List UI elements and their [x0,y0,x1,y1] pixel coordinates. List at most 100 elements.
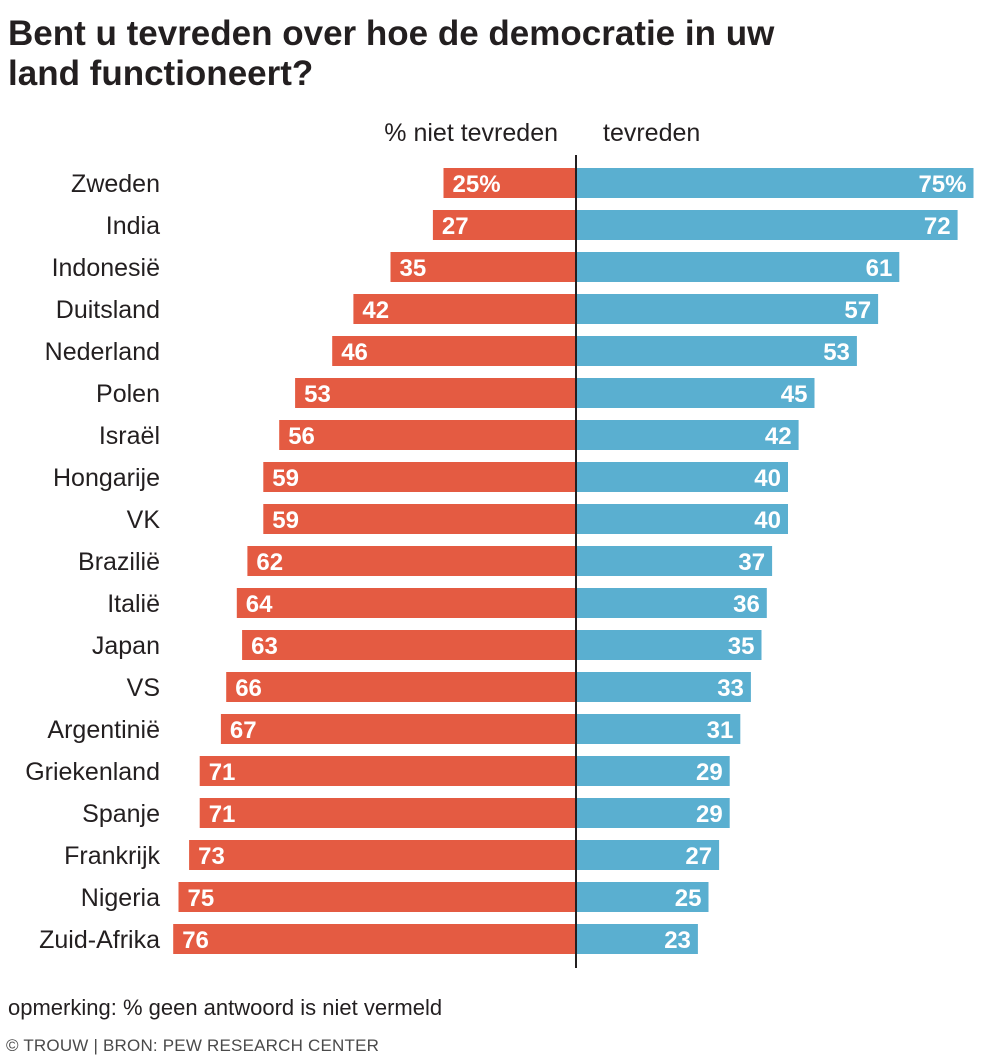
bar-row-zweden: Zweden 25% 75% [71,168,974,198]
value-label-satisfied: 45 [781,381,808,408]
value-label-not-satisfied: 67 [230,717,257,744]
column-header-satisfied: tevreden [603,119,701,147]
value-label-satisfied: 42 [765,423,792,450]
value-label-not-satisfied: 66 [235,675,262,702]
bar-satisfied [576,504,788,534]
bar-not-satisfied [242,630,576,660]
bar-satisfied [576,294,879,324]
category-label: Hongarije [53,464,160,492]
value-label-not-satisfied: 73 [198,843,225,870]
value-label-not-satisfied: 59 [272,507,299,534]
value-label-not-satisfied: 71 [209,759,236,786]
bar-not-satisfied [220,714,576,744]
bar-satisfied [576,462,788,492]
category-label: Argentinië [47,716,160,744]
bar-not-satisfied [173,924,576,954]
value-label-not-satisfied: 25% [453,171,501,198]
value-label-not-satisfied: 71 [209,801,236,828]
bar-row-argentini-: Argentinië 67 31 [47,714,741,744]
category-label: Nederland [45,338,160,366]
bar-satisfied [576,924,698,954]
value-label-not-satisfied: 59 [272,465,299,492]
bar-not-satisfied [279,420,576,450]
bar-row-spanje: Spanje 71 29 [82,798,730,828]
bar-satisfied [576,630,762,660]
bar-satisfied [576,546,773,576]
bar-satisfied [576,672,751,702]
bar-not-satisfied [353,294,576,324]
value-label-satisfied: 61 [866,255,893,282]
category-label: Frankrijk [64,842,160,870]
category-label: Spanje [82,800,160,828]
bar-row-india: India 27 72 [106,210,958,240]
value-label-satisfied: 40 [754,465,781,492]
bar-not-satisfied [332,336,576,366]
bar-row-polen: Polen 53 45 [96,378,815,408]
category-label: Italië [107,590,160,618]
bar-not-satisfied [432,210,576,240]
value-label-not-satisfied: 56 [288,423,315,450]
column-header-not-satisfied: % niet tevreden [384,119,558,147]
bar-not-satisfied [263,462,576,492]
category-label: Duitsland [56,296,160,324]
category-label: Nigeria [81,884,160,912]
footnote: opmerking: % geen antwoord is niet verme… [8,995,443,1020]
value-label-satisfied: 29 [696,759,723,786]
bar-row-vs: VS 66 33 [127,672,751,702]
bar-satisfied [576,714,741,744]
bar-row-nederland: Nederland 46 53 [45,336,857,366]
value-label-not-satisfied: 46 [341,339,368,366]
value-label-not-satisfied: 75 [188,885,215,912]
bar-row-nigeria: Nigeria 75 25 [81,882,709,912]
value-label-satisfied: 25 [675,885,702,912]
value-label-satisfied: 57 [844,297,871,324]
category-label: Zweden [71,170,160,198]
category-label: Japan [92,632,160,660]
bar-satisfied [576,588,767,618]
bar-row-japan: Japan 63 35 [92,630,762,660]
bar-row-itali-: Italië 64 36 [107,588,767,618]
category-label: India [106,212,160,240]
value-label-satisfied: 37 [738,549,765,576]
bar-satisfied [576,210,958,240]
category-label: Indonesië [52,254,160,282]
bar-not-satisfied [295,378,576,408]
bar-row-vk: VK 59 40 [127,504,788,534]
title-line-1: Bent u tevreden over hoe de democratie i… [8,14,775,53]
category-label: Israël [99,422,160,450]
bar-not-satisfied [199,756,576,786]
bar-row-griekenland: Griekenland 71 29 [25,756,730,786]
bar-satisfied [576,168,974,198]
source-credit: © TROUW | BRON: PEW RESEARCH CENTER [6,1036,380,1055]
bar-not-satisfied [189,840,576,870]
value-label-satisfied: 36 [733,591,760,618]
category-label: Zuid-Afrika [39,926,160,954]
category-label: VK [127,506,161,534]
bar-not-satisfied [178,882,576,912]
bar-satisfied [576,882,709,912]
value-label-satisfied: 40 [754,507,781,534]
value-label-not-satisfied: 63 [251,633,278,660]
bar-not-satisfied [236,588,577,618]
value-label-satisfied: 53 [823,339,850,366]
value-label-satisfied: 33 [717,675,744,702]
category-label: Polen [96,380,160,408]
bar-row-zuid-afrika: Zuid-Afrika 76 23 [39,924,698,954]
category-label: Brazilië [78,548,160,576]
bar-not-satisfied [226,672,576,702]
bar-satisfied [576,252,900,282]
bar-satisfied [576,798,730,828]
bar-row-duitsland: Duitsland 42 57 [56,294,879,324]
value-label-satisfied: 75% [918,171,966,198]
category-label: Griekenland [25,758,160,786]
bar-satisfied [576,378,815,408]
bar-satisfied [576,756,730,786]
bar-satisfied [576,840,720,870]
bar-satisfied [576,420,799,450]
value-label-not-satisfied: 62 [256,549,283,576]
value-label-satisfied: 27 [685,843,712,870]
value-label-not-satisfied: 35 [400,255,427,282]
bar-not-satisfied [263,504,576,534]
bar-row-frankrijk: Frankrijk 73 27 [64,840,720,870]
